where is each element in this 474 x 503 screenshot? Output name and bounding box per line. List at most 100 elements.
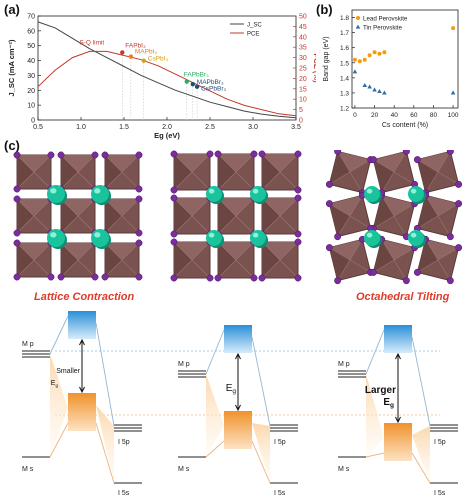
octahedron-facet xyxy=(61,243,95,260)
octahedron-edge xyxy=(417,203,459,229)
iodide-atom xyxy=(57,273,65,281)
data-point-lead xyxy=(377,51,382,56)
y-right-tick-label: 50 xyxy=(299,14,307,21)
i5p-label: I 5p xyxy=(274,439,286,446)
sphere-highlight xyxy=(208,188,215,194)
sphere-highlight xyxy=(208,232,215,238)
y-right-tick-label: 5 xyxy=(299,107,303,114)
octahedron-facet xyxy=(61,243,78,277)
crystal-structures xyxy=(13,150,463,285)
cation-sphere xyxy=(408,230,424,246)
lattice-contraction-title: Lattice Contraction xyxy=(34,291,135,303)
annotation-label: CsPbBr₃ xyxy=(201,86,226,93)
octahedron-edge xyxy=(60,198,96,234)
octahedron-facet xyxy=(174,242,210,260)
iodide-atom xyxy=(334,150,342,155)
octahedron-facet xyxy=(381,239,415,260)
annotation-label: MAPbBr₃ xyxy=(197,79,224,86)
data-point-tin xyxy=(377,89,382,94)
data-point-lead xyxy=(451,26,456,31)
octahedron-edge xyxy=(104,242,140,278)
iodide-atom xyxy=(325,244,333,252)
data-point-tin xyxy=(362,82,368,87)
octahedron-edge xyxy=(261,153,299,191)
iodide-atom xyxy=(170,274,178,282)
octahedron-facet xyxy=(105,155,139,172)
octahedron-facet xyxy=(174,242,192,278)
octahedron-facet xyxy=(262,242,298,260)
sphere-highlight xyxy=(94,232,101,238)
x-tick-label: 2.5 xyxy=(205,124,215,131)
octahedron-facet xyxy=(381,195,415,216)
y-right-tick-label: 25 xyxy=(299,66,307,73)
x-tick-label: 0 xyxy=(353,112,357,119)
y-right-tick-label: 30 xyxy=(299,55,307,62)
annotation-label: MAPbI₃ xyxy=(135,49,158,56)
y-right-tick-label: 35 xyxy=(299,45,307,52)
octahedron-edge xyxy=(60,242,96,278)
octahedron xyxy=(170,150,214,194)
x-axis-label: Eg (eV) xyxy=(154,131,180,140)
x-axis-label: Cs content (%) xyxy=(382,122,428,129)
iodide-atom xyxy=(170,194,178,202)
sphere-highlight xyxy=(366,188,373,194)
legend-marker xyxy=(355,24,361,29)
iodide-atom xyxy=(91,273,99,281)
octahedron xyxy=(369,235,419,285)
marker-point xyxy=(194,84,200,89)
iodide-atom xyxy=(13,151,21,159)
mp-label: M p xyxy=(338,361,350,368)
iodide-atom xyxy=(455,244,463,252)
bandgap-word: Smaller xyxy=(56,368,80,375)
arrow-head xyxy=(395,416,401,424)
data-point-tin xyxy=(367,84,372,89)
octahedron-edge xyxy=(16,198,52,234)
octahedron xyxy=(57,239,99,281)
y-right-tick-label: 40 xyxy=(299,34,307,41)
octahedron-facet xyxy=(105,199,122,233)
octahedron xyxy=(258,194,302,238)
iodide-atom xyxy=(91,151,99,159)
iodide-atom xyxy=(135,151,143,159)
valence-band xyxy=(224,411,252,449)
y-left-tick-label: 70 xyxy=(27,14,35,21)
iodide-atom xyxy=(13,195,21,203)
data-point-tin xyxy=(352,69,358,74)
octahedron-facet xyxy=(218,242,254,260)
x-tick-label: 2.0 xyxy=(162,124,172,131)
octahedron-edge xyxy=(217,241,255,279)
octahedron-facet xyxy=(105,243,139,260)
connector-line xyxy=(411,452,431,484)
sphere-highlight xyxy=(410,232,417,238)
legend-entry: PCE xyxy=(247,32,259,38)
iodide-atom xyxy=(13,273,21,281)
octahedron-edge xyxy=(261,197,299,235)
valence-band xyxy=(384,423,412,461)
chart-a: 0.5 1.0 1.5 2.0 2.5 3.0 3.50102030405060700510… xyxy=(7,14,316,141)
iodide-atom xyxy=(413,156,421,164)
conduction-band xyxy=(68,311,96,339)
y-tick-label: 1.4 xyxy=(340,75,349,82)
valence-band xyxy=(68,393,96,431)
octahedron-facet xyxy=(425,195,459,216)
octahedron-facet xyxy=(329,239,363,260)
iodide-atom xyxy=(101,273,109,281)
octahedron-facet xyxy=(373,159,394,193)
octahedron-facet xyxy=(218,198,254,216)
octahedron-facet xyxy=(417,151,451,172)
conduction-band xyxy=(224,325,252,353)
octahedron-facet xyxy=(262,154,280,190)
octahedron xyxy=(101,239,143,281)
bandgap-symbol: Eg xyxy=(226,383,237,395)
plot-frame xyxy=(351,9,459,109)
i5s-label: I 5s xyxy=(434,490,446,497)
octahedron-facet xyxy=(17,155,34,189)
y-left-axis-label: J_SC (mA cm⁻²) xyxy=(7,39,16,97)
series-line-jsc xyxy=(37,21,297,119)
y-axis-label: Band gap (eV) xyxy=(323,36,330,81)
octahedron xyxy=(214,238,258,282)
y-tick-label: 1.7 xyxy=(340,30,349,37)
iodide-atom xyxy=(135,185,143,193)
octahedron-facet xyxy=(373,239,394,273)
